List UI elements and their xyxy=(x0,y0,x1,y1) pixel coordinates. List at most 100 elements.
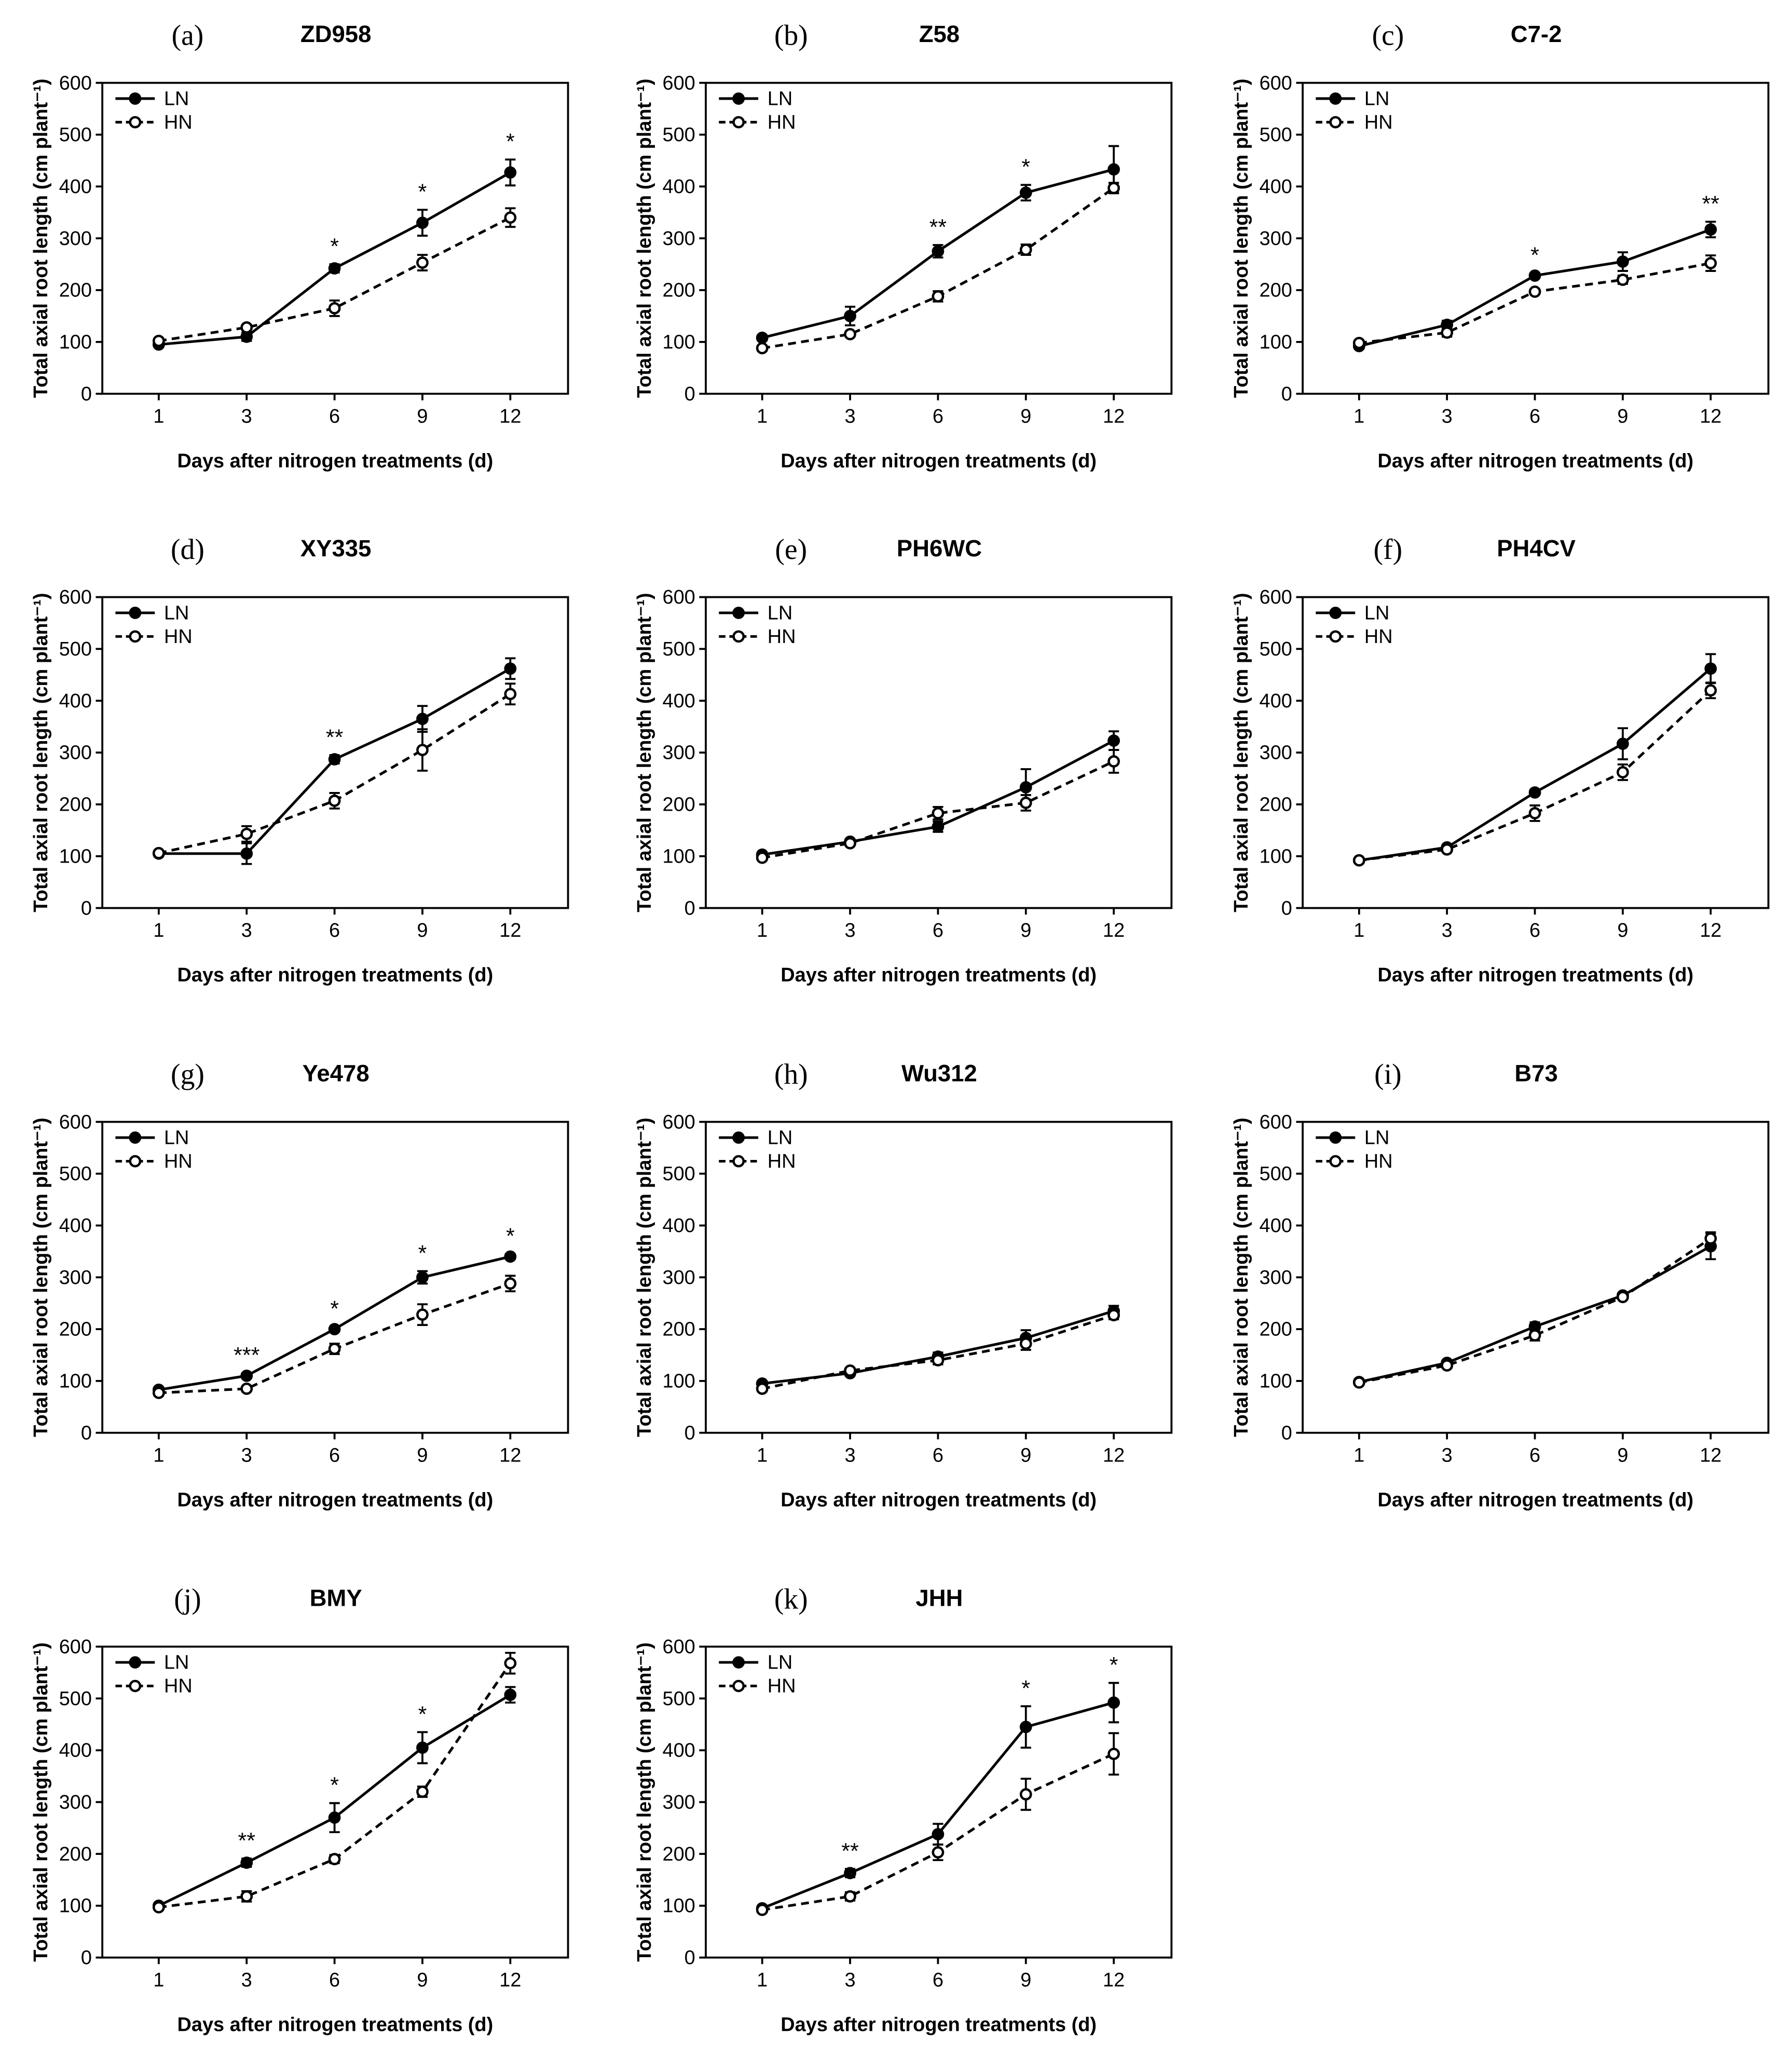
legend-label: LN xyxy=(1364,1127,1389,1149)
marker xyxy=(932,1846,945,1859)
legend-marker xyxy=(129,1656,142,1669)
y-tick-label: 100 xyxy=(1260,845,1292,867)
legend-marker xyxy=(732,92,745,105)
legend-label: LN xyxy=(164,1652,189,1674)
legend-marker xyxy=(1329,606,1342,619)
y-tick-label: 100 xyxy=(662,1895,695,1917)
marker xyxy=(932,807,945,819)
x-tick-label: 1 xyxy=(1353,405,1364,427)
legend-marker xyxy=(1329,630,1342,643)
y-tick-label: 200 xyxy=(1260,280,1292,302)
y-tick-label: 400 xyxy=(662,690,695,712)
x-axis-label: Days after nitrogen treatments (d) xyxy=(781,1489,1097,1511)
marker xyxy=(1617,1291,1629,1304)
x-tick-label: 9 xyxy=(1020,1444,1031,1466)
y-tick-label: 600 xyxy=(662,1111,695,1133)
legend-label: HN xyxy=(1364,112,1393,133)
marker xyxy=(1019,1720,1032,1733)
marker xyxy=(1019,797,1032,809)
chart-panel: 0 100 200 300 400 500 600 1 3 6 9 12 (f) PH4CV Days af… xyxy=(1230,534,1770,986)
marker xyxy=(328,1853,341,1866)
panel-label: (a) xyxy=(172,19,204,51)
y-tick-label: 500 xyxy=(662,638,695,660)
significance-label: * xyxy=(506,1224,515,1249)
x-axis-label: Days after nitrogen treatments (d) xyxy=(1377,1489,1693,1511)
significance-label: * xyxy=(418,180,427,204)
marker xyxy=(1019,186,1032,199)
marker xyxy=(504,1277,517,1290)
marker xyxy=(328,753,341,766)
x-tick-label: 3 xyxy=(844,920,855,941)
y-tick-label: 300 xyxy=(662,228,695,250)
chart-title: Z58 xyxy=(919,21,960,47)
y-tick-label: 600 xyxy=(59,586,92,608)
marker xyxy=(328,1323,341,1335)
legend-label: HN xyxy=(164,1151,193,1172)
y-tick-label: 300 xyxy=(1260,1267,1292,1289)
y-tick-label: 500 xyxy=(1260,638,1292,660)
y-tick-label: 500 xyxy=(59,1688,92,1710)
y-tick-label: 300 xyxy=(1260,742,1292,764)
legend-marker xyxy=(732,116,745,129)
y-tick-label: 0 xyxy=(685,383,695,405)
x-tick-label: 6 xyxy=(329,1969,340,1991)
y-tick-label: 200 xyxy=(59,280,92,302)
y-axis-label: Total axial root length (cm plant⁻¹) xyxy=(30,79,52,398)
marker xyxy=(1107,163,1120,176)
x-tick-label: 3 xyxy=(844,1969,855,1991)
x-tick-label: 12 xyxy=(499,1969,521,1991)
chart-panel: 0 100 200 300 400 500 600 1 3 6 9 12 (d) XY335 Days af… xyxy=(30,534,569,986)
marker xyxy=(1617,274,1629,286)
marker xyxy=(1352,854,1365,867)
marker xyxy=(416,216,429,229)
marker xyxy=(1528,269,1541,282)
marker xyxy=(1617,737,1629,750)
panel-label: (b) xyxy=(774,19,808,51)
marker xyxy=(416,744,429,756)
significance-label: * xyxy=(418,1241,427,1266)
legend-label: HN xyxy=(164,1675,193,1697)
x-tick-label: 9 xyxy=(417,920,428,941)
legend-label: HN xyxy=(1364,626,1393,648)
marker xyxy=(504,1688,517,1701)
marker xyxy=(844,310,856,322)
legend-label: HN xyxy=(768,1675,796,1697)
significance-label: * xyxy=(1021,1676,1030,1701)
marker xyxy=(1704,1232,1717,1245)
chart-title: Wu312 xyxy=(901,1060,977,1086)
chart-title: Ye478 xyxy=(303,1060,370,1086)
marker xyxy=(756,1382,769,1395)
y-tick-label: 0 xyxy=(685,897,695,919)
y-tick-label: 400 xyxy=(1260,176,1292,198)
marker xyxy=(1019,1337,1032,1350)
x-axis-label: Days after nitrogen treatments (d) xyxy=(177,2014,493,2035)
y-tick-label: 400 xyxy=(59,1740,92,1761)
x-tick-label: 9 xyxy=(1020,405,1031,427)
marker xyxy=(416,1741,429,1754)
marker xyxy=(416,1308,429,1321)
x-tick-label: 12 xyxy=(1103,920,1125,941)
y-tick-label: 400 xyxy=(1260,690,1292,712)
marker xyxy=(504,211,517,224)
y-tick-label: 600 xyxy=(662,586,695,608)
significance-label: * xyxy=(1021,155,1030,180)
x-tick-label: 12 xyxy=(1103,1444,1125,1466)
marker xyxy=(1019,781,1032,794)
y-tick-label: 0 xyxy=(1281,1422,1292,1444)
marker xyxy=(328,795,341,807)
y-tick-label: 300 xyxy=(59,1792,92,1813)
legend-label: LN xyxy=(164,603,189,624)
y-axis-label: Total axial root length (cm plant⁻¹) xyxy=(634,1118,655,1437)
legend-label: LN xyxy=(1364,88,1389,110)
marker xyxy=(1704,662,1717,675)
y-axis-label: Total axial root length (cm plant⁻¹) xyxy=(634,593,655,912)
y-tick-label: 0 xyxy=(1281,383,1292,405)
y-tick-label: 100 xyxy=(662,332,695,353)
panel-label: (i) xyxy=(1374,1058,1402,1090)
y-tick-label: 0 xyxy=(81,897,92,919)
chart-title: ZD958 xyxy=(300,21,372,47)
marker xyxy=(152,1386,165,1399)
marker xyxy=(1352,1376,1365,1389)
y-tick-label: 600 xyxy=(1260,1111,1292,1133)
x-tick-label: 12 xyxy=(1700,405,1721,427)
